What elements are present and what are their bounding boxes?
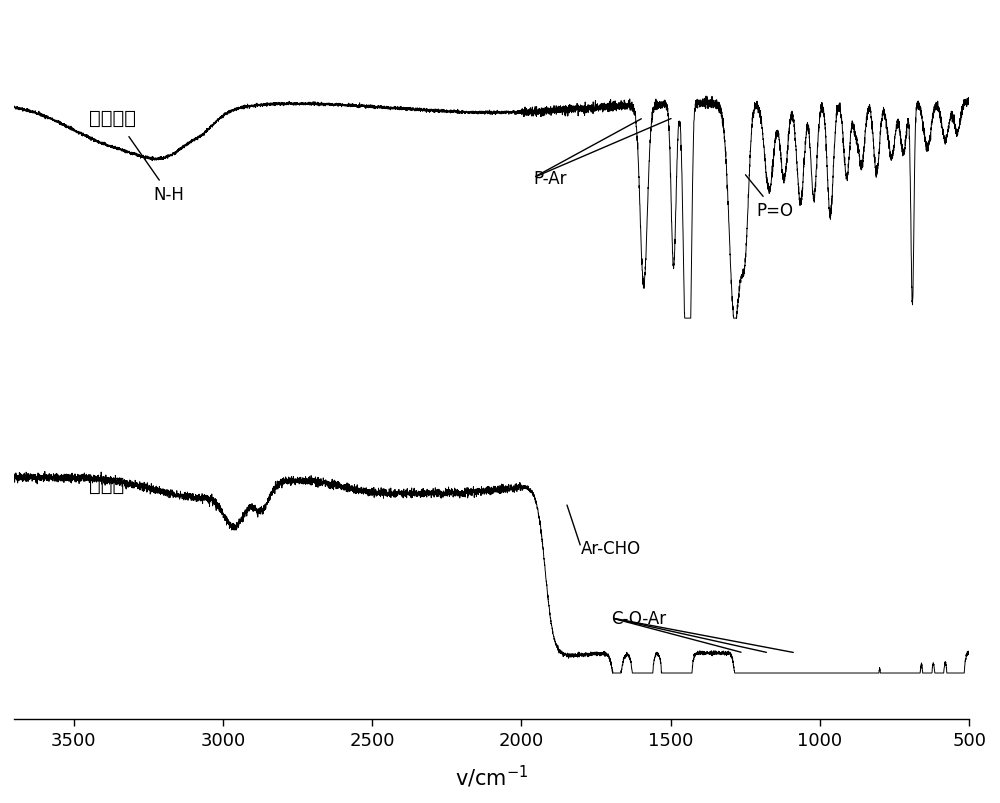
Text: 中间体: 中间体 <box>89 476 124 495</box>
Text: P=O: P=O <box>745 176 793 220</box>
Text: 目标产物: 目标产物 <box>89 109 136 128</box>
Text: C-O-Ar: C-O-Ar <box>611 609 666 627</box>
Text: N-H: N-H <box>129 137 185 204</box>
Text: P-Ar: P-Ar <box>533 169 567 187</box>
X-axis label: v/cm$^{-1}$: v/cm$^{-1}$ <box>455 763 528 789</box>
Text: Ar-CHO: Ar-CHO <box>581 539 641 557</box>
